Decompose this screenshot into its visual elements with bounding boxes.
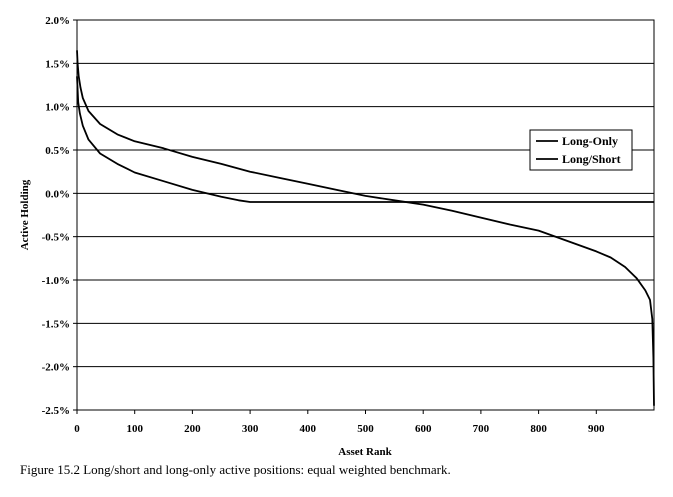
- legend-label-long-short: Long/Short: [562, 152, 621, 166]
- y-tick-label: -1.0%: [42, 275, 70, 287]
- x-tick-label: 0: [74, 423, 80, 435]
- x-tick-label: 200: [184, 423, 201, 435]
- x-axis-label: Asset Rank: [338, 446, 392, 458]
- x-tick-label: 800: [530, 423, 547, 435]
- x-tick-label: 300: [242, 423, 259, 435]
- x-tick-labels: 0 100 200 300 400 500 600 700 800 900: [74, 423, 605, 435]
- y-tick-labels: 2.0% 1.5% 1.0% 0.5% 0.0% -0.5% -1.0% -1.5% -2.0%…: [42, 15, 70, 417]
- grid-lines: [73, 19, 654, 414]
- legend-label-long-only: Long-Only: [562, 134, 618, 148]
- series-lines: [76, 50, 655, 406]
- y-axis-label: Active Holding: [19, 179, 31, 250]
- x-tick-label: 500: [357, 423, 374, 435]
- x-tick-label: 400: [300, 423, 317, 435]
- figure-caption: Figure 15.2 Long/short and long-only act…: [20, 462, 451, 477]
- y-tick-label: 1.5%: [45, 58, 70, 70]
- legend: Long-Only Long/Short: [529, 129, 633, 171]
- legend-box: [529, 129, 633, 171]
- x-tick-label: 100: [126, 423, 143, 435]
- y-tick-label: -2.0%: [42, 362, 70, 374]
- plot-frame: [76, 19, 655, 411]
- x-tick-label: 700: [473, 423, 490, 435]
- x-tick-label: 900: [588, 423, 605, 435]
- series-line-long-only: [76, 76, 654, 203]
- series-line-long-short: [76, 50, 655, 406]
- x-tick-label: 600: [415, 423, 432, 435]
- y-tick-label: -1.5%: [42, 318, 70, 330]
- y-tick-label: 0.5%: [45, 145, 70, 157]
- y-tick-label: 2.0%: [45, 15, 70, 27]
- y-tick-label: 0.0%: [45, 188, 70, 200]
- y-tick-label: -0.5%: [42, 232, 70, 244]
- y-tick-label: -2.5%: [42, 405, 70, 417]
- y-tick-label: 1.0%: [45, 102, 70, 114]
